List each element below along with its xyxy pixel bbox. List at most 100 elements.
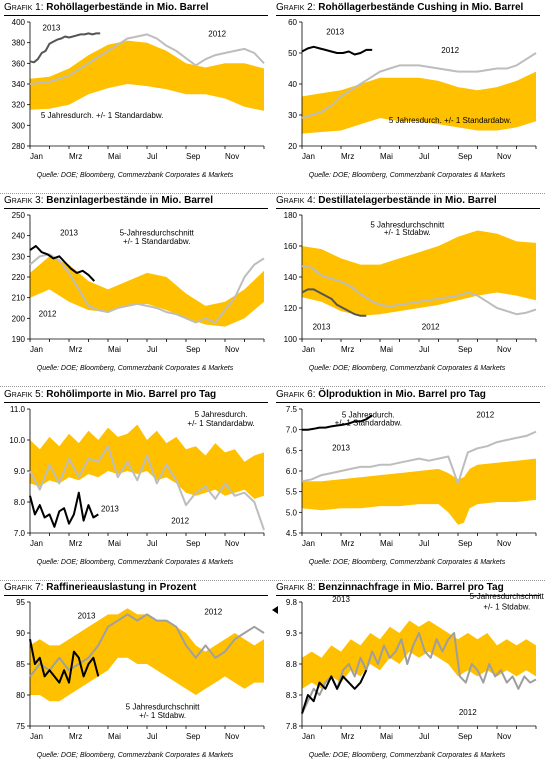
x-tick-label: Jul <box>419 539 429 548</box>
annotation-label: 2012 <box>459 708 477 717</box>
annotation-label: 5 Jahresdurch. +/- 1 Standardabw. <box>41 111 164 120</box>
series-line-2012 <box>29 445 265 531</box>
x-tick-label: Nov <box>497 732 511 741</box>
x-tick-label: Nov <box>225 539 239 548</box>
x-tick-label: Jan <box>30 152 43 161</box>
chart-plot: 7.8 8.3 8.8 9.3 9.8 Jan Mrz Mai Jul Sep Nov 2013 5-J… <box>286 592 545 741</box>
x-tick-label: Sep <box>458 345 473 354</box>
x-tick-label: Nov <box>497 152 511 161</box>
y-tick-label: 300 <box>12 121 26 130</box>
x-tick-label: Jan <box>302 345 315 354</box>
chart-plot: 20 30 40 50 60 Jan Mrz Mai Jul Sep Nov 2013 2012 5 Ja… <box>288 18 537 161</box>
chart-panel-5: Grafik 5: Rohölimporte in Mio. Barrel pr… <box>0 387 270 577</box>
x-tick-label: Mai <box>380 539 393 548</box>
y-tick-label: 230 <box>12 252 26 261</box>
chart-title: Grafik 6: Ölproduktion in Mio. Barrel pr… <box>276 389 486 400</box>
left-arrow-icon <box>272 606 278 614</box>
annotation-label: 2012 <box>208 29 226 38</box>
annotation-label: 2013 <box>78 612 96 621</box>
annotation-label: 2013 <box>101 504 119 513</box>
title-rule <box>276 402 540 403</box>
chart-number: Grafik 2: <box>276 2 316 13</box>
separator-row-2 <box>0 386 545 387</box>
chart-panel-2: Grafik 2: Rohöllagerbestände Cushing in … <box>272 0 542 190</box>
y-tick-label: 80 <box>16 691 25 700</box>
x-tick-label: Mai <box>380 732 393 741</box>
chart-title: Grafik 7: Raffinerieauslastung in Prozen… <box>4 582 196 593</box>
chart-title-text: Raffinerieauslastung in Prozent <box>46 582 197 593</box>
source-note: Quelle: DOE; Bloomberg, Commerzbank Corp… <box>308 559 506 566</box>
x-tick-label: Mrz <box>341 732 354 741</box>
y-tick-label: 160 <box>284 242 298 251</box>
annotation-label: 2012 <box>204 607 222 616</box>
x-tick-label: Jul <box>419 345 429 354</box>
y-tick-label: 210 <box>12 294 26 303</box>
y-tick-label: 6.5 <box>286 446 298 455</box>
annotation-label: 2012 <box>422 323 440 332</box>
title-rule <box>4 402 268 403</box>
series-line-2012 <box>301 265 537 316</box>
chart-title: Grafik 8: Benzinnachfrage in Mio. Barrel… <box>276 582 504 593</box>
annotation-label: +/- 1 Standardabw. <box>123 237 190 246</box>
annotation-label: 2013 <box>313 323 331 332</box>
y-tick-label: 6.0 <box>286 467 298 476</box>
chart-plot: 100 120 140 160 180 Jan Mrz Mai Jul Sep Nov 5 Jahre… <box>284 211 537 354</box>
annotation-label: +/- 1 Standardabw. <box>187 419 254 428</box>
annotation-label: 5 Jahresdurch. <box>195 410 248 419</box>
y-tick-label: 10.0 <box>9 436 25 445</box>
x-tick-label: Jul <box>419 732 429 741</box>
y-tick-label: 7.0 <box>14 529 26 538</box>
y-tick-label: 60 <box>288 18 297 27</box>
series-line-2013 <box>29 245 96 282</box>
x-tick-label: Jul <box>147 152 157 161</box>
series-line-2012 <box>29 613 265 678</box>
x-tick-label: Mai <box>380 152 393 161</box>
x-tick-label: Jan <box>30 732 43 741</box>
y-tick-label: 4.5 <box>286 529 298 538</box>
y-tick-label: 8.3 <box>286 691 298 700</box>
chart-number: Grafik 7: <box>4 582 44 593</box>
chart-plot: 7.0 8.0 9.0 10.0 11.0 Jan Mrz Mai Jul Sep Nov 5 Jah… <box>9 405 265 548</box>
chart-title: Grafik 4: Destillatelagerbestände in Mio… <box>276 195 497 206</box>
annotation-label: 2013 <box>326 27 344 36</box>
chart-plot: 280 300 320 340 360 380 400 Jan Mrz Mai Jul Sep Nov 2… <box>12 18 265 161</box>
y-tick-label: 190 <box>12 335 26 344</box>
x-tick-label: Sep <box>186 152 201 161</box>
chart-title-text: Destillatelagerbestände in Mio. Barrel <box>318 195 497 206</box>
std-dev-band <box>302 458 536 525</box>
y-tick-label: 100 <box>284 335 298 344</box>
annotation-label: 2012 <box>39 309 57 318</box>
chart-number: Grafik 8: <box>276 582 316 593</box>
y-tick-label: 7.0 <box>286 426 298 435</box>
std-dev-band <box>30 40 264 111</box>
x-tick-label: Mrz <box>341 539 354 548</box>
chart-title-text: Rohöllagerbestände Cushing in Mio. Barre… <box>318 2 524 13</box>
std-dev-band <box>30 256 264 327</box>
x-tick-label: Jan <box>30 539 43 548</box>
chart-panel-4: Grafik 4: Destillatelagerbestände in Mio… <box>272 193 542 383</box>
annotation-label: 5-Jahresdurchschnitt <box>470 592 545 601</box>
y-tick-label: 7.5 <box>286 405 298 414</box>
series-line-2013 <box>301 288 367 317</box>
source-note: Quelle: DOE; Bloomberg, Commerzbank Corp… <box>308 172 506 179</box>
title-rule <box>276 15 540 16</box>
x-tick-label: Sep <box>186 732 201 741</box>
source-note: Quelle: DOE; Bloomberg, Commerzbank Corp… <box>36 559 234 566</box>
y-tick-label: 140 <box>284 273 298 282</box>
x-tick-label: Mai <box>108 539 121 548</box>
annotation-label: +/- 1 Stdabw. <box>139 711 186 720</box>
series-line-2012 <box>29 33 265 85</box>
x-tick-label: Jul <box>147 345 157 354</box>
std-dev-band <box>302 620 536 689</box>
y-tick-label: 120 <box>284 304 298 313</box>
y-tick-label: 11.0 <box>10 405 26 414</box>
x-tick-label: Jul <box>147 539 157 548</box>
x-tick-label: Mrz <box>341 345 354 354</box>
chart-number: Grafik 3: <box>4 195 44 206</box>
y-tick-label: 85 <box>16 660 25 669</box>
series-line-2012 <box>301 52 537 120</box>
y-tick-label: 90 <box>16 629 25 638</box>
y-tick-label: 5.0 <box>286 508 298 517</box>
chart-number: Grafik 5: <box>4 389 44 400</box>
series-line-2013 <box>29 32 101 64</box>
